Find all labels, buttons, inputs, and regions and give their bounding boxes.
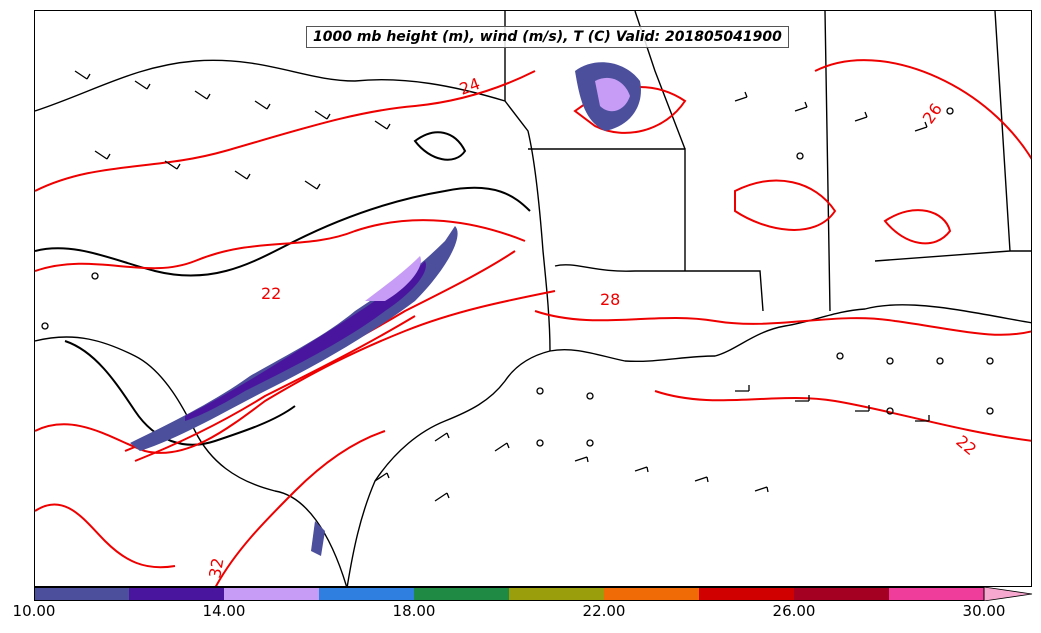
map-title: 1000 mb height (m), wind (m/s), T (C) Va…: [306, 26, 789, 48]
state-border: [35, 336, 348, 586]
colorbar-segment: [129, 587, 225, 601]
colorbar-extend-arrow: [983, 587, 1033, 601]
calm-markers: [41, 107, 994, 447]
colorbar: [34, 587, 1033, 601]
contour-label: 26: [919, 100, 946, 128]
contour-label: 22: [952, 432, 980, 460]
colorbar-tick-label: 18.00: [392, 602, 436, 620]
colorbar-segment: [699, 587, 795, 601]
state-border: [824, 11, 1031, 312]
colorbar-tick-label: 10.00: [12, 602, 56, 620]
colorbar-segment: [889, 587, 985, 601]
coastline: [346, 304, 1031, 586]
map-canvas: 24 22 28 26 22 32: [35, 11, 1031, 586]
colorbar-segment: [224, 587, 320, 601]
height-contour: [413, 131, 467, 161]
map-panel: 24 22 28 26 22 32 1000 mb height (m), wi…: [34, 10, 1032, 587]
contour-label: 28: [600, 290, 620, 309]
state-border: [35, 59, 551, 352]
colorbar-segment: [509, 587, 605, 601]
colorbar-segment: [604, 587, 700, 601]
height-contour: [35, 186, 531, 277]
colorbar-segment: [794, 587, 890, 601]
colorbar-tick-label: 26.00: [772, 602, 816, 620]
colorbar-segment: [319, 587, 415, 601]
state-border: [504, 11, 764, 312]
contour-label: 24: [457, 74, 483, 99]
colorbar-tick-label: 30.00: [962, 602, 1006, 620]
wind-barbs: [74, 70, 930, 502]
colorbar-tick-label: 22.00: [582, 602, 626, 620]
colorbar-tick-label: 14.00: [202, 602, 246, 620]
contour-label: 22: [261, 284, 281, 303]
temperature-isotherms: [35, 59, 1031, 586]
colorbar-segment: [414, 587, 510, 601]
colorbar-segment: [34, 587, 130, 601]
colorbar-outline: [34, 587, 985, 601]
precip-shading: [130, 62, 641, 556]
contour-label: 32: [205, 556, 227, 579]
